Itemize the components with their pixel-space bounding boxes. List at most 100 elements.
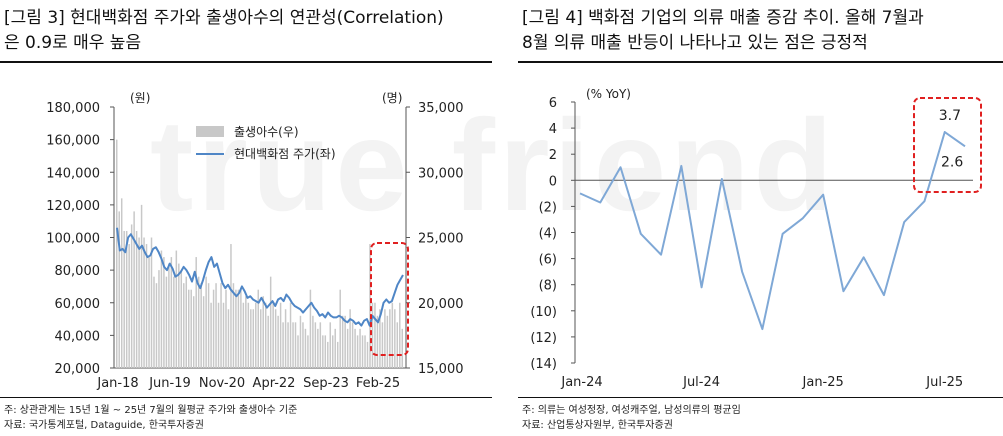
- birth-bar: [399, 302, 401, 368]
- birth-bar: [158, 270, 160, 369]
- watermark: true friend: [150, 92, 837, 238]
- birth-bar: [188, 289, 190, 368]
- birth-bar: [160, 250, 163, 368]
- birth-bar: [145, 244, 148, 368]
- x-tick-label: Jul-25: [925, 375, 963, 390]
- x-tick-label: Jan-25: [802, 375, 844, 390]
- right-title-rule: [518, 61, 1003, 63]
- birth-bar: [334, 328, 336, 368]
- left-chart-plot: 20,000 40,000 60,000 80,000 100,000 120,000 14…: [46, 91, 464, 391]
- birth-bar: [274, 309, 277, 368]
- birth-bar: [165, 276, 168, 368]
- birth-bar: [386, 315, 389, 368]
- birth-bar: [155, 283, 158, 368]
- left-axis-unit: (원): [130, 91, 150, 105]
- right-chart-note: 주: 의류는 여성정장, 여성캐주얼, 남성의류의 평균임: [522, 405, 741, 416]
- birth-bar: [148, 257, 150, 368]
- legend-bar-swatch: [196, 126, 224, 137]
- birth-bar: [262, 296, 264, 368]
- birth-bar: [230, 244, 232, 368]
- birth-bar: [324, 335, 327, 369]
- birth-bar: [130, 224, 133, 368]
- left-tick-label: 40,000: [55, 329, 101, 344]
- birth-bar: [215, 283, 217, 368]
- left-chart-source: 자료: 국가통계포털, Dataguide, 한국투자증권: [4, 420, 204, 431]
- birth-bar: [327, 341, 329, 368]
- birth-bar: [346, 328, 349, 368]
- birth-bar: [297, 335, 299, 369]
- birth-bar: [178, 263, 180, 368]
- birth-bar: [272, 302, 274, 368]
- left-tick-label: 140,000: [46, 166, 100, 181]
- birth-bar: [220, 283, 222, 368]
- stock-price-line: [116, 227, 404, 327]
- left-tick-label: 60,000: [55, 297, 101, 312]
- birth-bar: [247, 302, 250, 368]
- birth-bar: [391, 302, 394, 368]
- left-title-line1: [그림 3] 현대백화점 주가와 출생아수의 연관성(Correlation): [4, 8, 444, 28]
- birth-bar: [381, 322, 384, 368]
- birth-bar: [314, 322, 317, 368]
- birth-bar: [299, 315, 302, 368]
- left-tick-label: 120,000: [46, 199, 100, 214]
- legend-line-label: 현대백화점 주가(좌): [234, 147, 336, 161]
- birth-bar: [332, 335, 334, 369]
- birth-bar: [212, 289, 215, 368]
- y-tick-label: (10): [530, 305, 557, 320]
- birth-bar: [192, 296, 195, 368]
- y-tick-label: (8): [539, 279, 557, 294]
- right-title-line2: 8월 의류 매출 반등이 나타나고 있는 점은 긍정적: [522, 33, 868, 53]
- birth-bar: [133, 211, 135, 368]
- birth-bar: [140, 204, 143, 369]
- birth-bar: [374, 302, 376, 368]
- birth-bar: [267, 315, 269, 368]
- birth-bar: [250, 309, 252, 368]
- x-tick-label: Jan-24: [560, 375, 602, 390]
- birth-bar: [401, 328, 404, 368]
- birth-bar: [170, 257, 173, 368]
- left-bottom-rule: [0, 397, 492, 398]
- birth-bar: [222, 302, 225, 368]
- birth-bar: [197, 276, 200, 368]
- x-tick-label: Apr-22: [253, 376, 296, 391]
- birth-bar: [354, 328, 356, 368]
- birth-bar: [123, 230, 125, 368]
- birth-bar: [135, 230, 138, 368]
- birth-bar: [364, 335, 366, 369]
- birth-bar: [356, 335, 359, 369]
- birth-bar: [351, 322, 354, 368]
- birth-bar: [294, 322, 297, 368]
- birth-bar: [116, 139, 118, 369]
- birth-bar: [150, 237, 153, 368]
- right-chart-source: 자료: 산업통상자원부, 한국투자증권: [522, 420, 673, 431]
- birth-bar: [260, 309, 262, 368]
- apparel-sales-line: [579, 131, 966, 331]
- birth-bar: [361, 335, 364, 369]
- right-chart-plot: (14) (12) (10) (8) (6) (4) (2) 0 2 4 6 (% YoY) Jan-2…: [530, 87, 982, 390]
- birth-bar: [240, 289, 242, 368]
- highlight-box: [370, 242, 409, 356]
- left-tick-label: 80,000: [55, 264, 101, 279]
- birth-bar: [195, 257, 197, 368]
- chart-panel-left: [그림 3] 현대백화점 주가와 출생아수의 연관성(Correlation) …: [0, 0, 492, 436]
- left-title-rule: [0, 61, 492, 63]
- birth-bar: [319, 322, 322, 368]
- birth-bar: [168, 263, 170, 368]
- legend-bar-label: 출생아수(우): [234, 125, 299, 139]
- left-tick-label: 160,000: [46, 134, 100, 149]
- x-tick-label: Feb-25: [356, 376, 400, 391]
- left-chart-title: [그림 3] 현대백화점 주가와 출생아수의 연관성(Correlation) …: [4, 6, 444, 56]
- left-title-line2: 은 0.9로 매우 높음: [4, 33, 142, 53]
- left-tick-label: 180,000: [46, 101, 100, 116]
- birth-bar: [304, 328, 307, 368]
- birth-bar: [292, 322, 294, 368]
- birth-bar: [120, 198, 123, 368]
- right-tick-label: 15,000: [418, 362, 464, 377]
- x-tick-label: Jan-18: [96, 376, 138, 391]
- birth-bar: [225, 289, 227, 368]
- birth-bar: [252, 309, 255, 368]
- birth-bar: [245, 296, 247, 368]
- birth-bar: [309, 289, 312, 368]
- birth-bar: [202, 296, 205, 368]
- birth-bar: [200, 283, 202, 368]
